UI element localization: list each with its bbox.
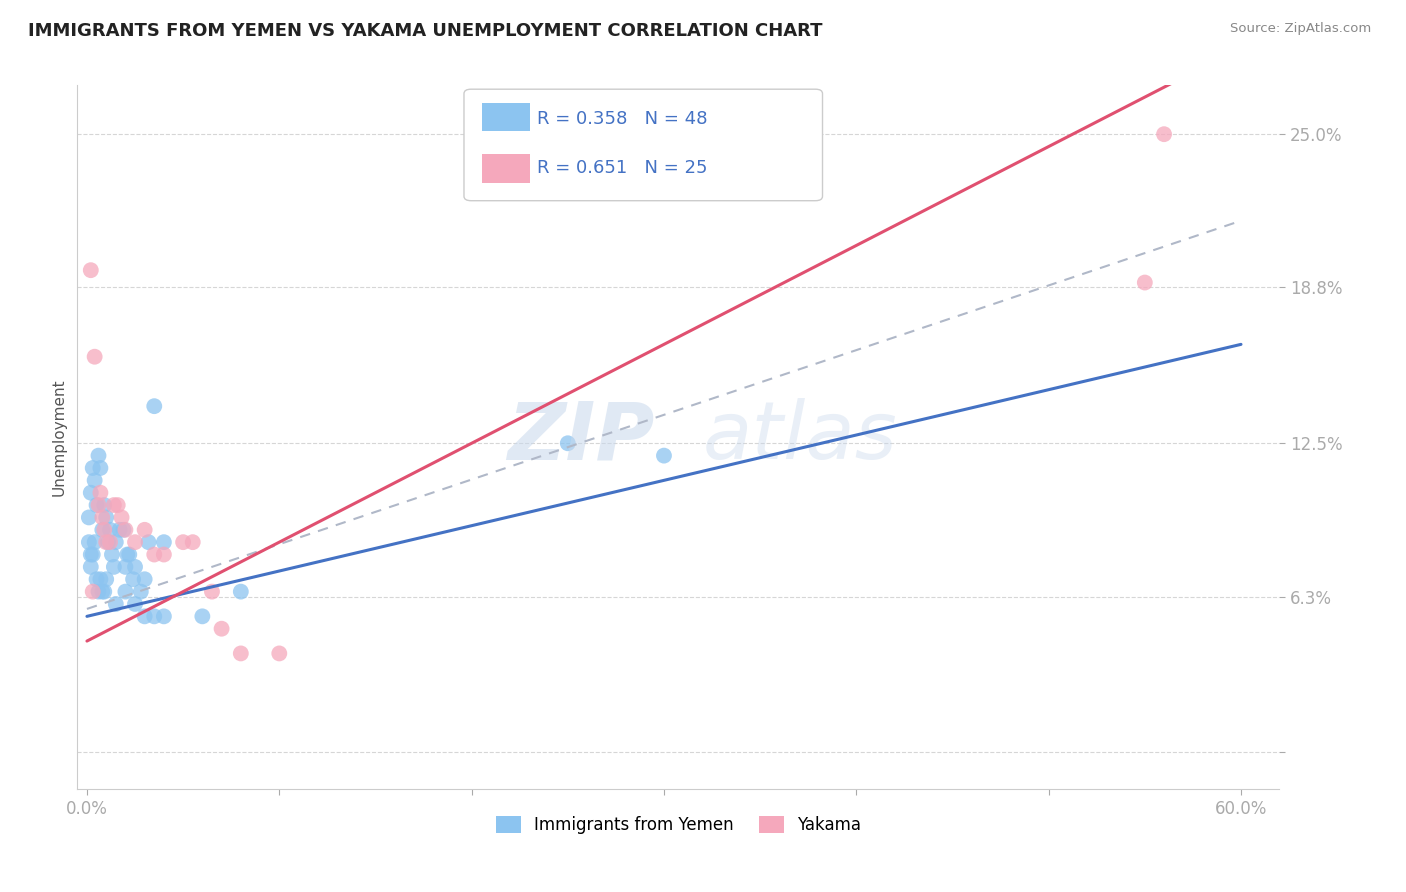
Point: [129, 584, 152, 599]
Text: IMMIGRANTS FROM YEMEN VS YAKAMA UNEMPLOYMENT CORRELATION CHART: IMMIGRANTS FROM YEMEN VS YAKAMA UNEMPLOY…: [28, 22, 823, 40]
Point: [134, 572, 156, 586]
Point: [652, 449, 675, 463]
Point: [93, 523, 115, 537]
Point: [77, 535, 100, 549]
Point: [104, 535, 127, 549]
Point: [89, 485, 111, 500]
Point: [134, 609, 156, 624]
Point: [124, 597, 146, 611]
Point: [114, 523, 136, 537]
Point: [80, 485, 103, 500]
Point: [134, 523, 156, 537]
Point: [153, 535, 176, 549]
Point: [86, 498, 108, 512]
Point: [229, 584, 252, 599]
Point: [98, 535, 121, 549]
Point: [82, 584, 104, 599]
Point: [91, 584, 114, 599]
Point: [117, 548, 139, 562]
Text: R = 0.651   N = 25: R = 0.651 N = 25: [537, 159, 707, 177]
Point: [87, 584, 110, 599]
Point: [83, 535, 105, 549]
Point: [118, 548, 141, 562]
Point: [124, 560, 146, 574]
Point: [112, 523, 135, 537]
Point: [91, 523, 114, 537]
Point: [93, 584, 115, 599]
Point: [96, 535, 118, 549]
Point: [122, 572, 145, 586]
Point: [93, 498, 115, 512]
Point: [191, 609, 214, 624]
Point: [124, 535, 146, 549]
Point: [104, 597, 127, 611]
Point: [181, 535, 204, 549]
Point: [103, 560, 125, 574]
Point: [103, 498, 125, 512]
Point: [80, 560, 103, 574]
Point: [96, 572, 118, 586]
Text: R = 0.358   N = 48: R = 0.358 N = 48: [537, 110, 707, 128]
Point: [172, 535, 194, 549]
Point: [153, 548, 176, 562]
Point: [1133, 276, 1156, 290]
Point: [98, 523, 121, 537]
Text: atlas: atlas: [703, 398, 897, 476]
Point: [557, 436, 579, 450]
Point: [87, 449, 110, 463]
Point: [82, 461, 104, 475]
Point: [211, 622, 233, 636]
Legend: Immigrants from Yemen, Yakama: Immigrants from Yemen, Yakama: [489, 809, 868, 841]
Point: [269, 647, 291, 661]
Point: [83, 474, 105, 488]
Point: [89, 572, 111, 586]
Point: [114, 584, 136, 599]
Point: [107, 498, 129, 512]
Point: [143, 609, 166, 624]
Point: [1153, 127, 1175, 141]
Point: [143, 399, 166, 413]
Point: [89, 461, 111, 475]
Point: [138, 535, 160, 549]
Point: [87, 498, 110, 512]
Point: [229, 647, 252, 661]
Point: [96, 510, 118, 524]
Point: [80, 263, 103, 277]
Point: [101, 548, 124, 562]
Point: [91, 510, 114, 524]
Point: [86, 572, 108, 586]
Point: [77, 510, 100, 524]
Point: [97, 535, 120, 549]
Text: ZIP: ZIP: [508, 398, 654, 476]
Point: [114, 560, 136, 574]
Point: [108, 523, 131, 537]
Point: [80, 548, 103, 562]
Text: Source: ZipAtlas.com: Source: ZipAtlas.com: [1230, 22, 1371, 36]
Point: [83, 350, 105, 364]
Y-axis label: Unemployment: Unemployment: [51, 378, 66, 496]
Point: [110, 510, 132, 524]
Point: [82, 548, 104, 562]
Point: [153, 609, 176, 624]
Point: [201, 584, 224, 599]
Point: [143, 548, 166, 562]
